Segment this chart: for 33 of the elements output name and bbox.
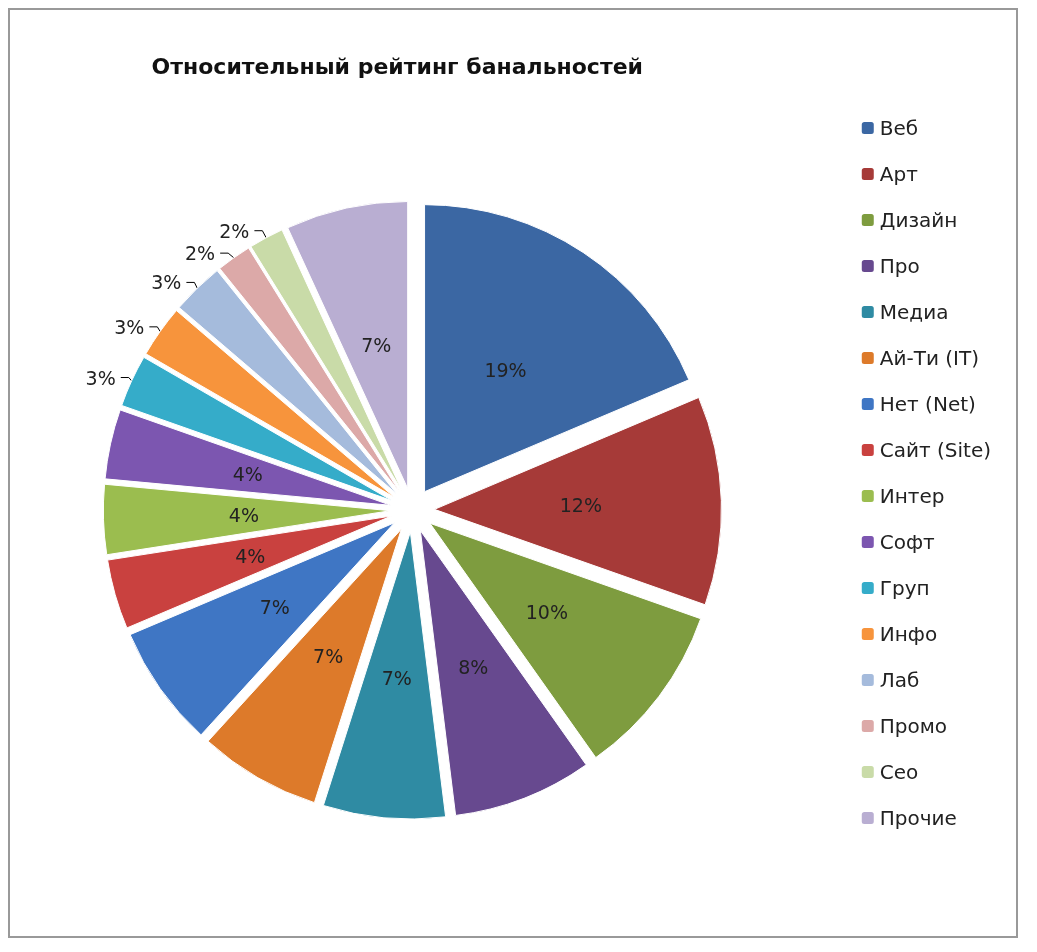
data-label: 7%	[381, 666, 412, 689]
data-label: 3%	[151, 271, 182, 294]
data-label: 4%	[235, 545, 266, 568]
data-label: 8%	[458, 656, 489, 679]
data-label: 3%	[114, 315, 145, 338]
legend-label: Про	[879, 254, 920, 278]
data-label: 19%	[484, 358, 527, 381]
legend-label: Интер	[879, 484, 945, 508]
data-label: 3%	[85, 366, 116, 389]
legend-label: Ай-Ти (IT)	[879, 346, 979, 370]
legend-label: Нет (Net)	[879, 392, 976, 416]
data-label: 2%	[219, 219, 250, 242]
chart-title: Относительный рейтинг банальностей	[151, 53, 643, 79]
data-label: 2%	[185, 242, 216, 265]
legend-label: Сео	[879, 760, 919, 784]
legend-label: Арт	[879, 162, 919, 186]
data-label: 7%	[361, 334, 392, 357]
legend-label: Лаб	[879, 668, 920, 692]
legend-label: Инфо	[879, 622, 938, 646]
data-label: 4%	[228, 504, 260, 527]
data-label: 4%	[232, 462, 263, 485]
data-label: 7%	[313, 644, 344, 667]
legend-label: Веб	[879, 116, 919, 140]
legend-label: Дизайн	[879, 208, 958, 232]
legend-label: Медиа	[879, 300, 949, 324]
legend-label: Промо	[879, 714, 948, 738]
data-label: 12%	[559, 493, 602, 516]
data-label: 10%	[525, 600, 569, 623]
legend-label: Прочие	[879, 806, 957, 830]
legend-label: Софт	[879, 530, 936, 554]
legend-label: Груп	[879, 576, 930, 600]
data-label: 7%	[259, 596, 290, 619]
legend-label: Сайт (Site)	[879, 438, 991, 462]
